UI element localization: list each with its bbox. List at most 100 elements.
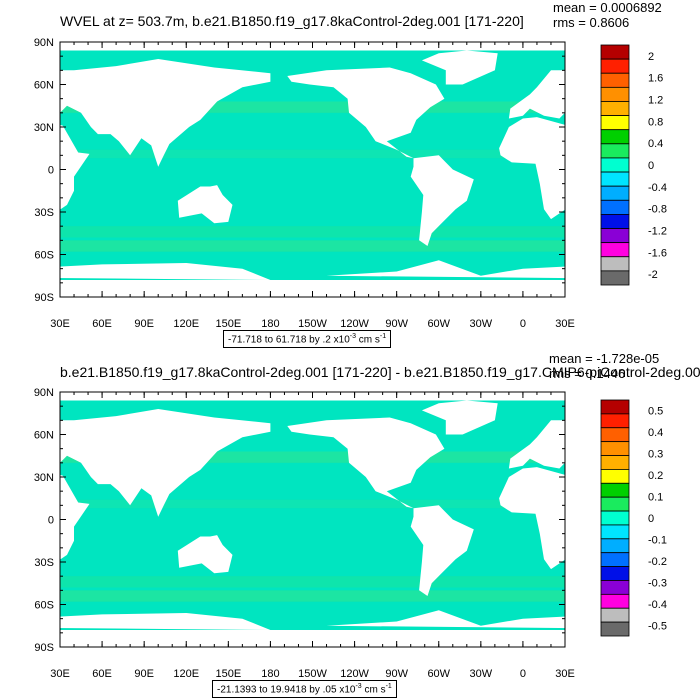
panel2-colorbar-swatch <box>600 496 630 512</box>
panel1-lat-label: 30S <box>34 207 54 219</box>
panel1-land-south-america <box>410 155 474 246</box>
panel1-colorbar-swatch <box>600 242 630 258</box>
panel1-lat-label: 60S <box>34 250 54 262</box>
panel1-lat-label: 90S <box>34 292 54 304</box>
panel2-lon-label: 30E <box>555 668 575 680</box>
panel1-lon-label: 90W <box>385 318 408 330</box>
panel1-title: WVEL at z= 503.7m, b.e21.B1850.f19_g17.8… <box>60 13 524 29</box>
panel2-colorbar-swatch <box>600 482 630 498</box>
panel2-colorbar-swatch <box>600 566 630 581</box>
panel1-lon-label: 30E <box>555 318 575 330</box>
panel1-texture-band <box>60 226 565 238</box>
panel2-lon-label: 150E <box>215 668 241 680</box>
panel2-land-eurasia <box>3 409 271 517</box>
panel1-colorbar-swatch <box>600 72 630 88</box>
panel1-lat-label: 90N <box>34 37 54 49</box>
panel2-colorbar-label: 0.5 <box>648 406 663 418</box>
panel1-colorbar-swatch <box>600 101 630 116</box>
panel1-colorbar-swatch <box>600 256 630 272</box>
panel2-lat-label: 30S <box>34 557 54 569</box>
panel1-colorbar-swatch <box>600 86 630 102</box>
panel1-colorbar-swatch <box>600 157 630 173</box>
panel2-colorbar-label: -0.4 <box>648 599 667 611</box>
panel2-colorbar-label: -0.1 <box>648 534 667 546</box>
panel2-texture-band <box>60 499 565 509</box>
panel2-colorbar-swatch <box>600 399 630 415</box>
panel2-colorbar-label: -0.2 <box>648 556 667 568</box>
panel1-lat-label: 30N <box>34 122 54 134</box>
panel2-colorbar-swatch <box>600 510 630 526</box>
panel2-colorbar-swatch <box>600 455 630 470</box>
panel2-lat-label: 90N <box>34 387 54 399</box>
panel2-colorbar-swatch <box>600 552 630 567</box>
panel1-colorbar-label: -0.8 <box>648 204 667 216</box>
panel2-colorbar-swatch <box>600 469 630 484</box>
panel2-lon-label: 180 <box>261 668 279 680</box>
panel2-lat-label: 30N <box>34 472 54 484</box>
panel1-land-australia <box>177 185 233 224</box>
panel2-lat-label: 60S <box>34 600 54 612</box>
panel2-colorbar-swatch <box>600 621 630 637</box>
panel2-plot-area <box>0 400 700 647</box>
panel1-texture-band <box>60 240 565 252</box>
panel2-land-south-america <box>410 505 474 596</box>
panel2-colorbar-label: 0.1 <box>648 492 663 504</box>
panel2-mean: mean = -1.728e-05 <box>549 351 660 366</box>
panel1-lon-label: 60E <box>92 318 112 330</box>
panel2-colorbar-swatch <box>600 427 630 443</box>
panel1-lon-label: 60W <box>427 318 450 330</box>
panel1-colorbar-swatch <box>600 270 630 286</box>
panel2-land-antarctica <box>0 613 271 647</box>
panel2-lon-label: 120E <box>173 668 199 680</box>
panel1-lon-label: 90E <box>134 318 154 330</box>
panel2-colorbar-swatch <box>600 607 630 623</box>
panel1-mean: mean = 0.0006892 <box>553 0 662 15</box>
panel1-colorbar-label: 2 <box>648 51 654 63</box>
panel2-texture-band <box>60 451 565 463</box>
panel2-texture-band <box>60 590 565 602</box>
panel1-land-eurasia <box>3 59 271 167</box>
panel1-colorbar-label: 1.2 <box>648 95 663 107</box>
panel1-colorbar-swatch <box>600 171 630 187</box>
panel2-lon-label: 90E <box>134 668 154 680</box>
panel1-colorbar-swatch <box>600 58 630 74</box>
panel1-lon-label: 180 <box>261 318 279 330</box>
panel1-lon-label: 150W <box>298 318 327 330</box>
panel1-rms: rms = 0.8606 <box>553 15 630 30</box>
panel2-lon-label: 60W <box>427 668 450 680</box>
panel1-lat-label: 0 <box>48 165 54 177</box>
panel2-colorbar-swatch <box>600 580 630 595</box>
panel2-colorbar-label: 0.3 <box>648 449 663 461</box>
panel2-texture-band <box>60 576 565 588</box>
panel2-contour-info: -21.1393 to 19.9418 by .05 x10-3 cm s-1 <box>212 680 397 699</box>
panel2-lat-label: 0 <box>48 515 54 527</box>
panel1-colorbar-swatch <box>600 115 630 131</box>
panel1-lon-label: 120E <box>173 318 199 330</box>
panel2-lon-label: 60E <box>92 668 112 680</box>
panel2-land-greenland <box>421 400 498 435</box>
panel1-lon-label: 30W <box>470 318 493 330</box>
panel2-lon-label: 90W <box>385 668 408 680</box>
panel2-rms: rms = 0.1446 <box>549 366 626 381</box>
panel1-colorbar-swatch <box>600 44 630 60</box>
panel1-lon-label: 30E <box>50 318 70 330</box>
panel1-colorbar-swatch <box>600 228 630 244</box>
panel2-lat-label: 60N <box>34 430 54 442</box>
panel2-title: b.e21.B1850.f19_g17.8kaControl-2deg.001 … <box>60 364 700 380</box>
panel2-land-australia <box>177 535 233 574</box>
panel2-land-africa <box>0 467 90 570</box>
panel2-lon-label: 0 <box>520 668 526 680</box>
panel1-colorbar-swatch <box>600 199 630 215</box>
panel2-colorbar-swatch <box>600 524 630 540</box>
panel1-land-greenland <box>421 50 498 85</box>
panel1-colorbar-label: -0.4 <box>648 182 667 194</box>
panel1-colorbar-label: -1.2 <box>648 225 667 237</box>
panel1-lon-label: 120W <box>340 318 369 330</box>
panel1-colorbar-label: 1.6 <box>648 73 663 85</box>
panel1-colorbar-label: 0 <box>648 160 654 172</box>
panel1-colorbar-label: -2 <box>648 269 658 281</box>
panel1-lon-label: 150E <box>215 318 241 330</box>
panel1-plot-area <box>0 50 700 297</box>
panel2-lon-label: 150W <box>298 668 327 680</box>
